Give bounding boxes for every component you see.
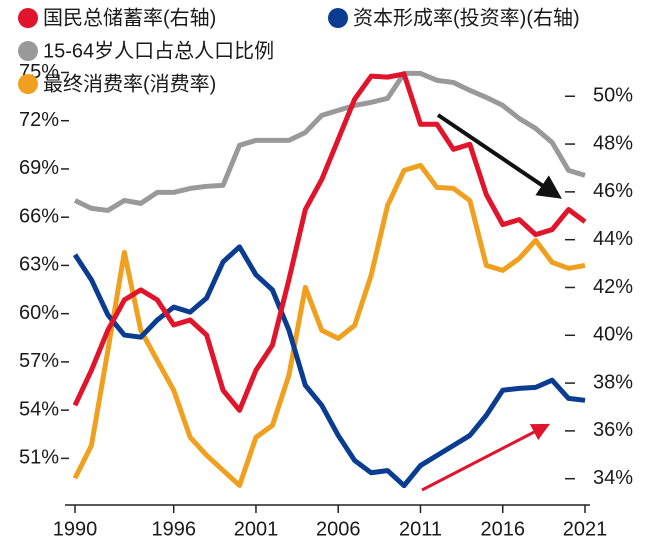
x-tick-label: 2001 [234,518,279,540]
y2-tick-label: 46% [593,180,633,202]
trend-arrow [421,423,550,492]
y-tick-label: 66% [19,205,59,227]
y-tick-label: 51% [19,447,59,469]
legend: 国民总储蓄率(右轴) 资本形成率(投资率)(右轴) 15-64岁人口占总人口比例最终… [18,6,580,95]
y-tick-label: 60% [19,302,59,324]
y-tick-label: 57% [19,350,59,372]
legend-label: 国民总储蓄率(右轴) [43,6,216,29]
legend-label: 最终消费率(消费率) [43,72,216,95]
data-line [72,162,586,488]
trend-arrow [436,113,562,199]
x-tick-label: 1996 [151,518,196,540]
plot-area: 1990 1996 2001 2006 2011 2016 2021 51% 54% 57% 60%… [19,61,633,541]
x-tick-label: 2011 [399,518,442,540]
y-tick-label: 72% [19,109,59,131]
y2-tick-label: 50% [593,85,633,107]
y-tick-label: 54% [19,398,59,420]
legend-marker [18,8,38,28]
x-tick-label: 2016 [480,518,525,540]
legend-marker [18,74,38,94]
legend-marker [18,41,38,61]
data-line [72,244,586,489]
legend-marker [328,8,348,28]
y2-tick-label: 42% [593,276,633,298]
data-line [73,70,586,213]
x-tick-label: 2006 [316,518,361,540]
y2-tick-label: 44% [593,228,633,250]
y2-tick-label: 36% [593,419,633,441]
y2-tick-label: 48% [593,132,633,154]
y2-tick-label: 38% [593,371,633,393]
y2-tick-label: 40% [593,324,633,346]
data-line [72,71,587,413]
y-tick-label: 63% [19,254,59,276]
x-tick-label: 2021 [563,518,608,540]
x-tick-label: 1990 [53,518,98,540]
legend-label: 15-64岁人口占总人口比例 [43,39,274,62]
y2-tick-label: 34% [593,467,633,489]
legend-label: 资本形成率(投资率)(右轴) [353,6,580,29]
y-tick-label: 69% [19,157,59,179]
